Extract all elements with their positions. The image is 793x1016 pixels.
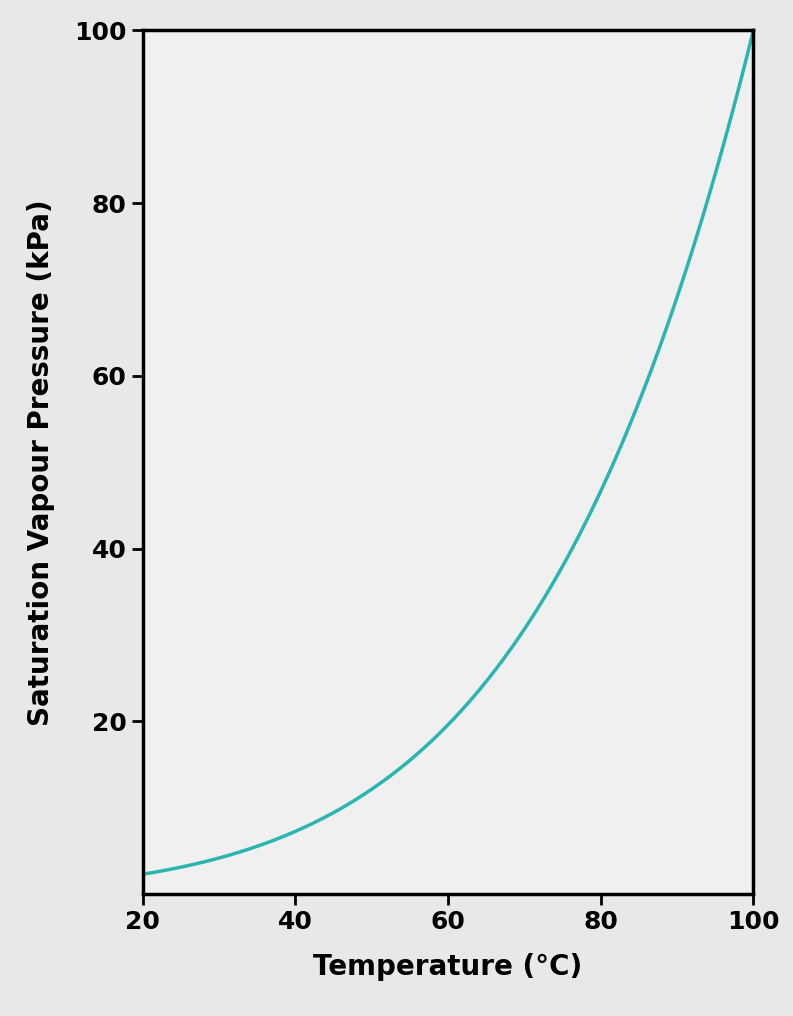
Y-axis label: Saturation Vapour Pressure (kPa): Saturation Vapour Pressure (kPa) xyxy=(27,199,55,725)
X-axis label: Temperature (°C): Temperature (°C) xyxy=(313,953,583,981)
